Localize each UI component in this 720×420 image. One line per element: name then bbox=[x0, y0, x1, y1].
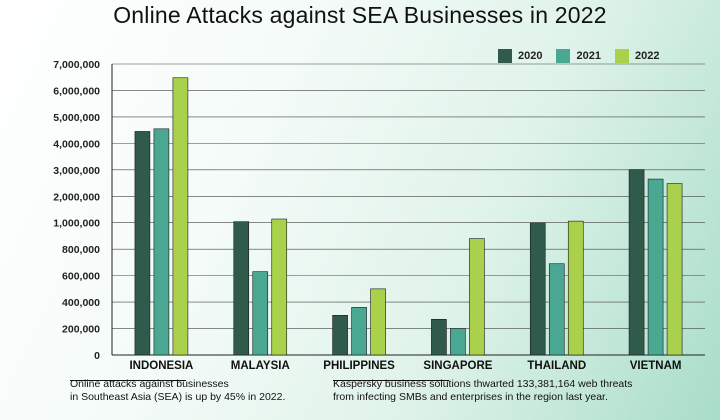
bar-malaysia-2020 bbox=[233, 221, 250, 356]
legend-item-2020: 2020 bbox=[498, 49, 542, 63]
bar-singapore-2022 bbox=[469, 238, 485, 356]
bar-indonesia-2020 bbox=[134, 131, 151, 356]
x-tick-label: VIETNAM bbox=[630, 360, 682, 372]
x-tick-label: MALAYSIA bbox=[231, 360, 290, 372]
y-tick-label: 4,000,000 bbox=[53, 138, 100, 150]
y-tick-label: 2,000,000 bbox=[53, 191, 100, 203]
bar-thailand-2022 bbox=[567, 220, 584, 356]
right-note-line1: Kaspersky business solutions thwarted 13… bbox=[333, 378, 633, 390]
bar-singapore-2020 bbox=[431, 318, 447, 356]
y-tick-label: 6,000,000 bbox=[53, 85, 100, 97]
y-tick-label: 5,000,000 bbox=[53, 112, 100, 124]
bar-philippines-2022 bbox=[370, 288, 386, 356]
right-note: Kaspersky business solutions thwarted 13… bbox=[333, 378, 632, 404]
left-note-line2: in Southeast Asia (SEA) is up by 45% in … bbox=[70, 391, 286, 403]
legend-label-2022: 2022 bbox=[634, 50, 660, 62]
legend-swatch-2020 bbox=[498, 49, 512, 63]
bar-philippines-2021 bbox=[351, 307, 367, 356]
bar-malaysia-2021 bbox=[252, 271, 269, 356]
left-note: Online attacks against businesses in Sou… bbox=[70, 378, 285, 404]
y-tick-label: 800,000 bbox=[62, 244, 100, 256]
y-tick-label: 0 bbox=[94, 350, 100, 362]
chart-title: Online Attacks against SEA Businesses in… bbox=[113, 2, 607, 28]
y-tick-label: 400,000 bbox=[62, 297, 100, 309]
bar-indonesia-2022 bbox=[172, 77, 189, 356]
y-tick-label: 600,000 bbox=[62, 271, 100, 283]
bar-thailand-2021 bbox=[548, 263, 565, 356]
right-note-line2: from infecting SMBs and enterprises in t… bbox=[333, 391, 608, 403]
x-tick-label: INDONESIA bbox=[129, 360, 193, 372]
bar-vietnam-2022 bbox=[666, 183, 683, 356]
legend-label-2021: 2021 bbox=[576, 50, 601, 62]
legend-item-2022: 2022 bbox=[614, 49, 660, 63]
y-tick-label: 1,000,000 bbox=[53, 218, 100, 230]
y-tick-label: 7,000,000 bbox=[53, 59, 100, 71]
legend-item-2021: 2021 bbox=[556, 49, 601, 63]
bar-vietnam-2021 bbox=[647, 178, 664, 356]
y-tick-label: 3,000,000 bbox=[53, 165, 100, 177]
bar-chart: 0 200,000 400,000 600,000 800,000 1,000,000 2,… bbox=[53, 59, 705, 372]
bar-thailand-2020 bbox=[529, 222, 546, 356]
bar-malaysia-2022 bbox=[271, 218, 288, 356]
x-tick-label: THAILAND bbox=[527, 360, 586, 372]
y-tick-label: 200,000 bbox=[62, 324, 100, 336]
legend: 2020 2021 2022 bbox=[498, 49, 673, 63]
x-tick-label: PHILIPPINES bbox=[323, 360, 395, 372]
legend-swatch-2021 bbox=[556, 49, 571, 63]
legend-label-2020: 2020 bbox=[518, 50, 543, 62]
right-note-rule bbox=[333, 380, 449, 381]
bar-philippines-2020 bbox=[332, 315, 348, 356]
bar-indonesia-2021 bbox=[153, 128, 170, 356]
bar-singapore-2021 bbox=[450, 328, 466, 356]
left-note-line1: Online attacks against businesses bbox=[70, 378, 229, 390]
bar-vietnam-2020 bbox=[628, 169, 645, 356]
legend-swatch-2022 bbox=[614, 49, 629, 63]
left-note-rule bbox=[70, 380, 186, 381]
x-tick-label: SINGAPORE bbox=[423, 360, 492, 372]
